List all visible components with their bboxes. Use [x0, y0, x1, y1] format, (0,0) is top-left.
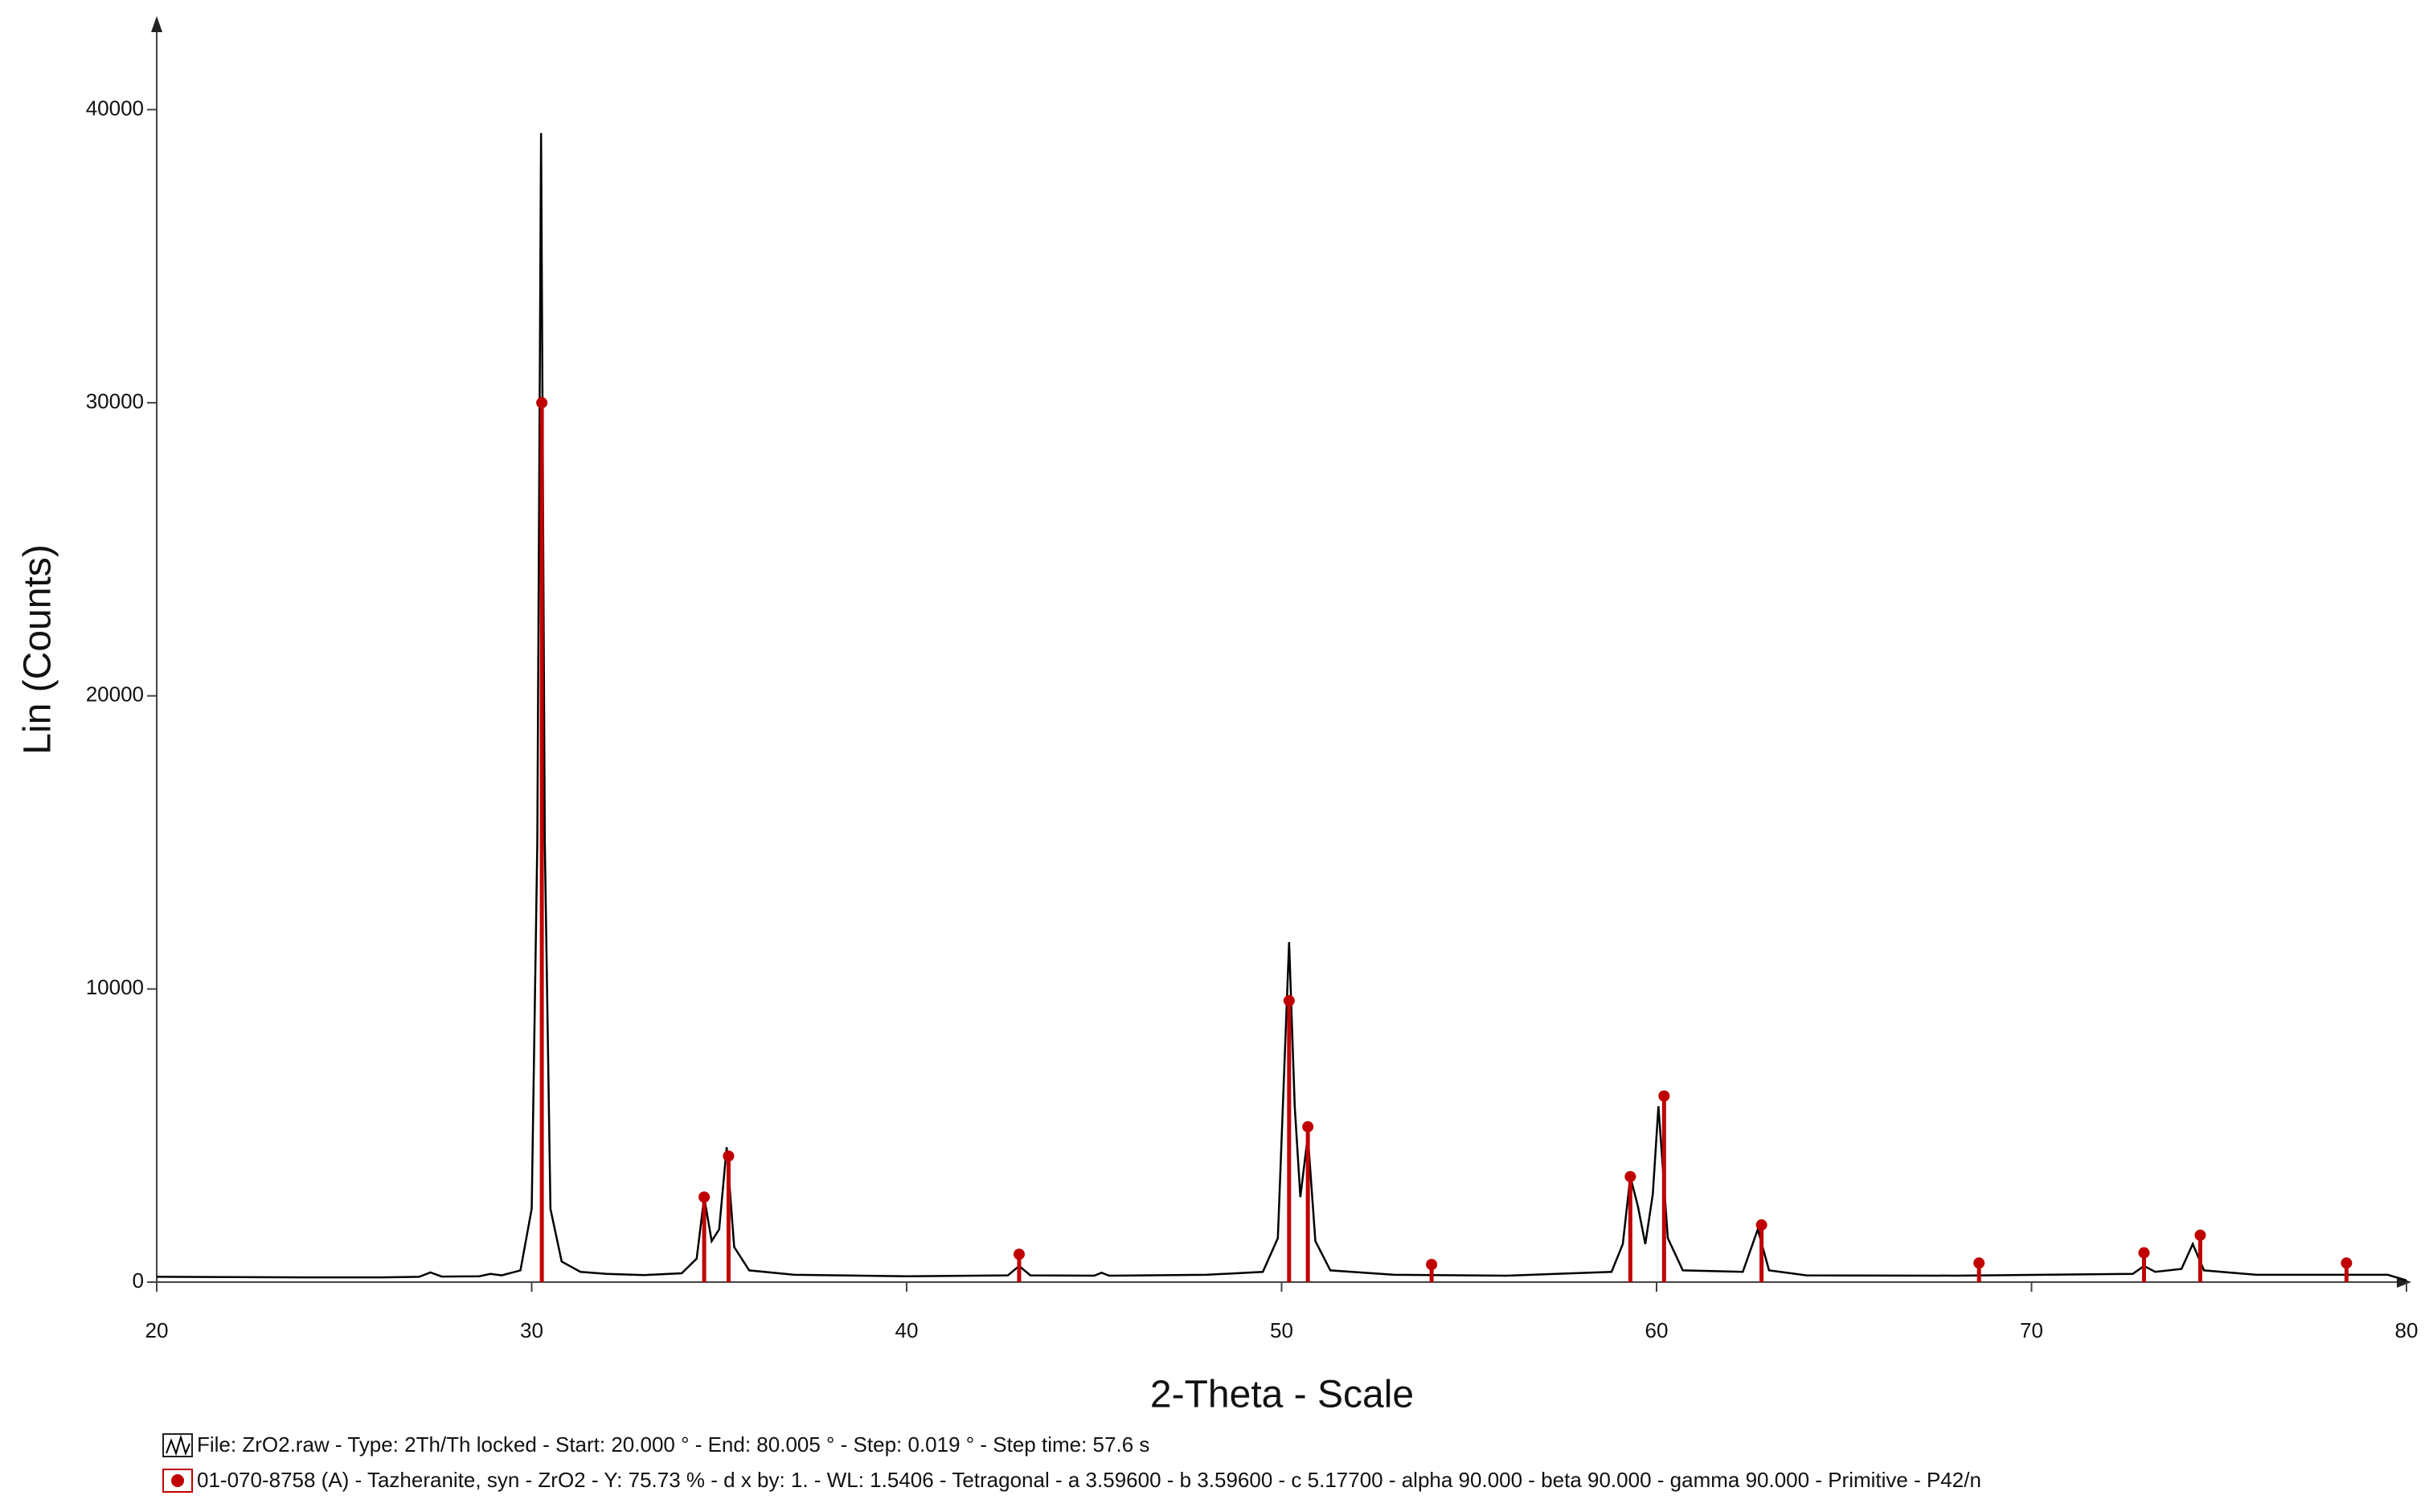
reference-dot — [723, 1150, 735, 1162]
reference-dot — [1426, 1259, 1438, 1271]
y-tick-label: 0 — [133, 1268, 144, 1293]
x-tick-label: 40 — [895, 1318, 919, 1342]
legend-entry: 01-070-8758 (A) - Tazheranite, syn - ZrO… — [197, 1468, 1981, 1492]
y-tick-label: 10000 — [86, 975, 144, 999]
reference-dot — [1302, 1121, 1314, 1133]
x-tick-label: 30 — [520, 1318, 543, 1342]
x-tick-label: 80 — [2395, 1318, 2419, 1342]
reference-dot — [2341, 1257, 2353, 1269]
x-tick-label: 20 — [145, 1318, 169, 1342]
reference-dot — [1283, 994, 1295, 1006]
reference-dot — [2194, 1229, 2206, 1241]
reference-dot — [2138, 1247, 2150, 1259]
reference-dot — [1658, 1090, 1670, 1102]
y-tick-label: 30000 — [86, 389, 144, 413]
reference-dot — [1013, 1248, 1025, 1260]
y-tick-label: 40000 — [86, 96, 144, 120]
y-tick-label: 20000 — [86, 682, 144, 707]
legend-swatch — [162, 1469, 193, 1493]
reference-dot — [536, 397, 548, 409]
y-axis-arrow — [151, 16, 162, 32]
reference-dot — [1624, 1170, 1636, 1182]
legend-entry: File: ZrO2.raw - Type: 2Th/Th locked - S… — [197, 1432, 1149, 1457]
x-tick-label: 50 — [1270, 1318, 1293, 1342]
legend: File: ZrO2.raw - Type: 2Th/Th locked - S… — [162, 1432, 1981, 1493]
legend-icon — [166, 1434, 190, 1457]
y-axis-title: Lin (Counts) — [17, 544, 59, 754]
legend-swatch — [162, 1433, 193, 1457]
x-tick-label: 60 — [1645, 1318, 1669, 1342]
reference-dot — [1973, 1257, 1985, 1269]
x-axis-title: 2-Theta - Scale — [1150, 1374, 1414, 1416]
pattern-line — [156, 133, 2407, 1282]
x-tick-label: 70 — [2020, 1318, 2043, 1342]
reference-dot — [1755, 1219, 1767, 1231]
reference-dot — [698, 1191, 711, 1203]
legend-icon — [171, 1474, 184, 1487]
